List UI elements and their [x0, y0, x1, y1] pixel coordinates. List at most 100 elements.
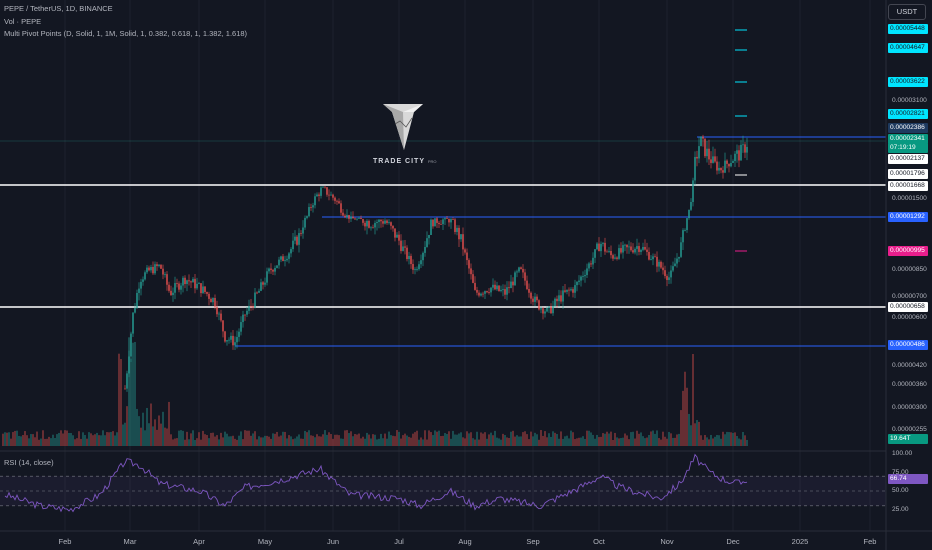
- volume-bar-272: [546, 437, 548, 446]
- candle-body-158: [440, 224, 442, 225]
- candle-body-37: [198, 283, 200, 284]
- volume-bar-278: [558, 438, 560, 446]
- candle-body-189: [502, 289, 504, 291]
- candle-body-291: [706, 148, 708, 157]
- candle-body-200: [524, 272, 526, 281]
- rsi-value-tag: 66.74: [888, 473, 928, 484]
- volume-bar-157: [316, 434, 318, 446]
- volume-bar-334: [670, 433, 672, 446]
- volume-bar-90: [182, 430, 184, 446]
- volume-bar-113: [228, 436, 230, 446]
- volume-bar-170: [342, 438, 344, 446]
- candle-body-100: [324, 186, 326, 188]
- candle-body-7: [138, 288, 140, 293]
- candle-body-123: [370, 227, 372, 229]
- volume-bar-227: [456, 434, 458, 446]
- candle-body-294: [712, 156, 714, 163]
- candle-body-43: [210, 298, 212, 303]
- volume-bar-316: [634, 438, 636, 446]
- volume-bar-267: [536, 434, 538, 446]
- candle-body-187: [498, 285, 500, 292]
- volume-bar-284: [570, 430, 572, 446]
- trade-city-logo: [383, 104, 423, 150]
- candle-body-236: [596, 243, 598, 250]
- candle-body-5: [134, 307, 136, 313]
- candle-body-306: [736, 150, 738, 154]
- candle-body-59: [242, 314, 244, 323]
- volume-bar-64: [130, 358, 132, 446]
- volume-bar-70: [142, 412, 144, 446]
- candle-body-282: [688, 209, 690, 219]
- candle-body-143: [410, 255, 412, 265]
- volume-bar-24: [50, 438, 52, 446]
- candle-body-156: [436, 218, 438, 223]
- volume-bar-56: [114, 435, 116, 446]
- volume-bar-6: [14, 430, 16, 446]
- candle-body-180: [484, 291, 486, 294]
- candle-body-30: [184, 277, 186, 285]
- candle-body-11: [146, 267, 148, 273]
- volume-bar-251: [504, 435, 506, 446]
- candle-body-268: [660, 261, 662, 268]
- candle-body-147: [418, 264, 420, 270]
- candle-body-204: [532, 298, 534, 302]
- candle-body-191: [506, 287, 508, 295]
- candle-body-80: [284, 260, 286, 262]
- volume-bar-136: [274, 433, 276, 446]
- volume-bar-138: [278, 436, 280, 446]
- candle-body-32: [188, 280, 190, 282]
- volume-bar-50: [102, 430, 104, 446]
- volume-bar-217: [436, 431, 438, 446]
- volume-bar-222: [446, 433, 448, 446]
- volume-bar-93: [188, 439, 190, 446]
- volume-bar-312: [626, 435, 628, 446]
- candle-body-105: [334, 197, 336, 201]
- candle-body-274: [672, 266, 674, 271]
- volume-bar-205: [412, 433, 414, 446]
- candle-body-269: [662, 267, 664, 271]
- volume-bar-319: [640, 432, 642, 446]
- volume-bar-121: [244, 430, 246, 446]
- volume-bar-2: [6, 432, 8, 446]
- volume-bar-143: [288, 435, 290, 446]
- volume-legend[interactable]: Vol · PEPE: [4, 17, 42, 26]
- candle-body-36: [196, 283, 198, 289]
- candle-body-127: [378, 219, 380, 223]
- candle-body-161: [446, 218, 448, 219]
- candle-body-14: [152, 266, 154, 274]
- volume-bar-283: [568, 438, 570, 446]
- volume-bar-261: [524, 431, 526, 446]
- candle-body-155: [434, 218, 436, 227]
- volume-bar-340: [682, 390, 684, 446]
- volume-bar-188: [378, 438, 380, 446]
- volume-bar-286: [574, 439, 576, 446]
- candle-body-52: [228, 339, 230, 341]
- symbol-legend[interactable]: PEPE / TetherUS, 1D, BINANCE: [4, 4, 113, 13]
- candle-body-205: [534, 296, 536, 302]
- volume-bar-140: [282, 431, 284, 446]
- candle-body-39: [202, 286, 204, 294]
- volume-bar-243: [488, 434, 490, 446]
- candle-body-171: [466, 252, 468, 261]
- candle-body-216: [556, 298, 558, 302]
- candle-body-220: [564, 290, 566, 292]
- volume-bar-232: [466, 431, 468, 446]
- volume-bar-84: [170, 434, 172, 446]
- candle-body-34: [192, 278, 194, 283]
- time-label-4: Jun: [326, 537, 340, 546]
- candle-body-211: [546, 307, 548, 312]
- price-label-5: 0.00000600: [892, 314, 927, 321]
- pivot-legend[interactable]: Multi Pivot Points (D, Solid, 1, 1M, Sol…: [4, 29, 248, 38]
- candle-body-4: [132, 312, 134, 334]
- candle-body-309: [742, 144, 744, 146]
- candle-body-128: [380, 219, 382, 222]
- volume-bar-342: [686, 387, 688, 446]
- candle-body-198: [520, 267, 522, 269]
- volume-bar-89: [180, 430, 182, 446]
- volume-bar-225: [452, 430, 454, 446]
- volume-bar-119: [240, 431, 242, 446]
- currency-button[interactable]: USDT: [888, 4, 926, 20]
- rsi-legend[interactable]: RSI (14, close): [4, 458, 54, 467]
- volume-bar-289: [580, 437, 582, 446]
